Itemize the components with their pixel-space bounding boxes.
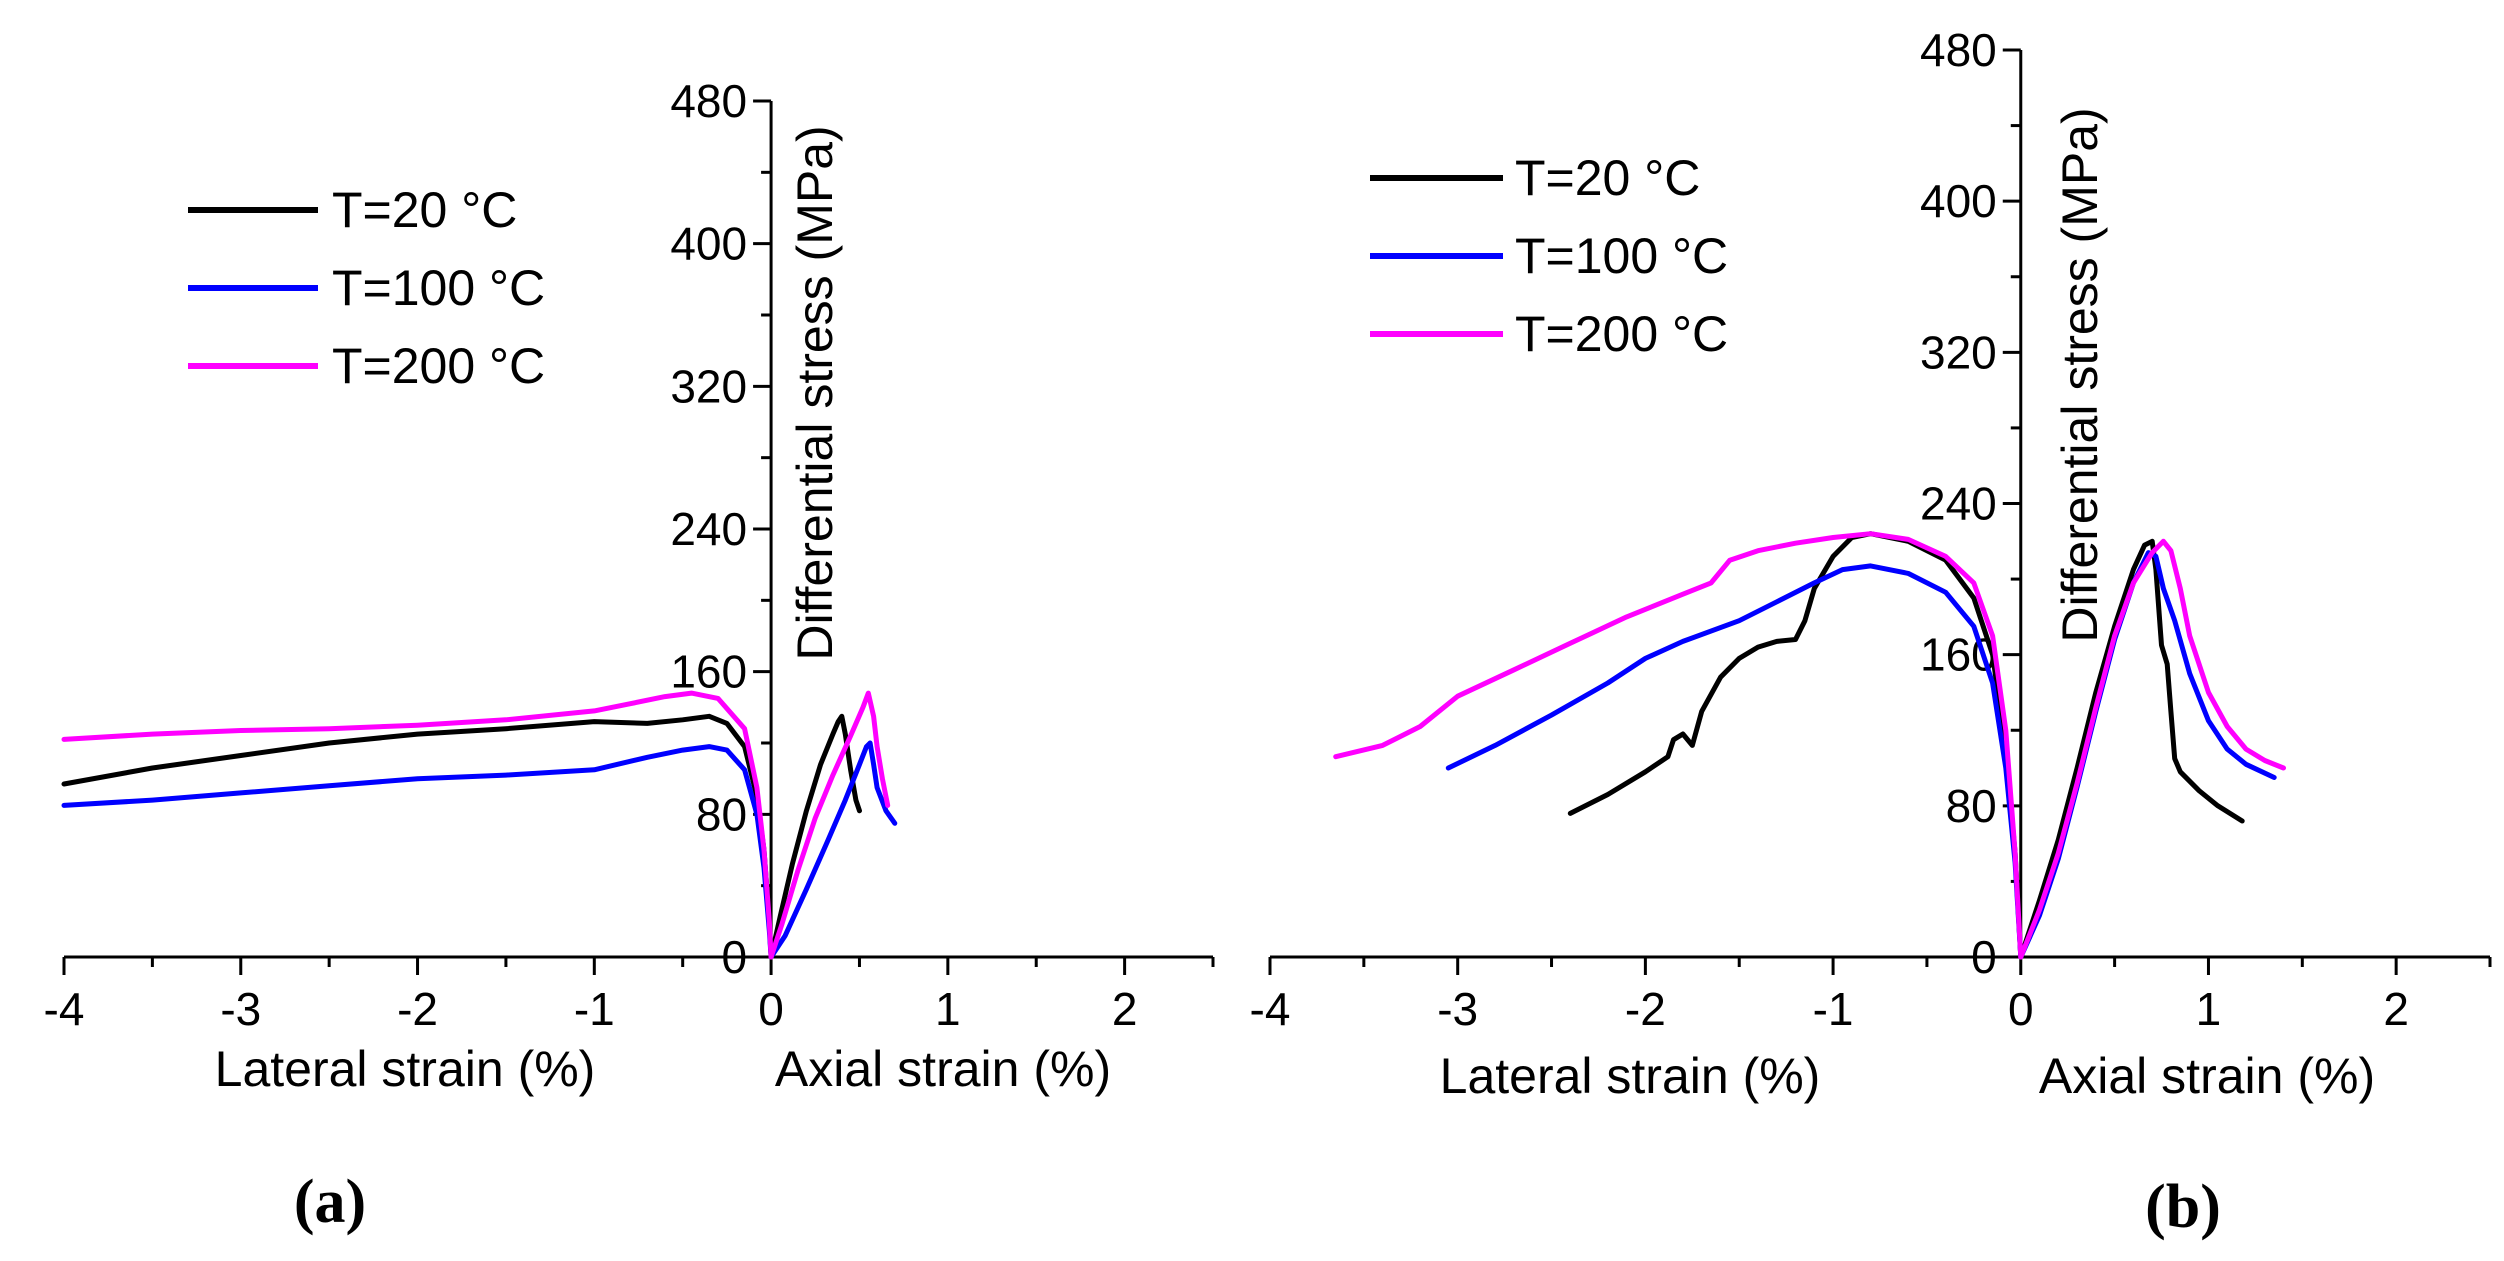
x-tick-label: -1 — [1813, 983, 1854, 1035]
series-line-lateral-3 — [61, 690, 774, 960]
x-axis-title-axial: Axial strain (%) — [2039, 1048, 2375, 1104]
x-tick-label: -3 — [1437, 983, 1478, 1035]
panel-label: (a) — [294, 1168, 366, 1236]
legend-label: T=100 °C — [1515, 228, 1728, 284]
x-tick-label: -3 — [220, 983, 261, 1035]
panel-label: (b) — [2145, 1173, 2221, 1241]
legend-label: T=20 °C — [332, 182, 517, 238]
series-line-lateral-2 — [61, 744, 774, 960]
x-tick-label: -2 — [397, 983, 438, 1035]
series-line-axial-3 — [768, 690, 891, 960]
x-axis-title-lateral: Lateral strain (%) — [215, 1041, 596, 1097]
y-tick-label: 160 — [670, 646, 747, 698]
y-tick-label: 480 — [670, 75, 747, 127]
y-tick-label: 240 — [670, 503, 747, 555]
legend-label: T=20 °C — [1515, 150, 1700, 206]
x-tick-label: 2 — [1112, 983, 1138, 1035]
x-tick-label: 1 — [935, 983, 961, 1035]
series-line-lateral-1 — [1567, 531, 2024, 960]
x-tick-label: 0 — [758, 983, 784, 1035]
y-axis-title: Differential stress (MPa) — [2052, 107, 2108, 642]
legend-label: T=200 °C — [332, 338, 545, 394]
x-tick-label: -4 — [1250, 983, 1291, 1035]
x-tick-label: -2 — [1625, 983, 1666, 1035]
legend-label: T=100 °C — [332, 260, 545, 316]
series-line-lateral-3 — [1333, 531, 2024, 960]
y-axis-title: Differential stress (MPa) — [787, 125, 843, 660]
series-line-lateral-2 — [1445, 563, 2024, 960]
y-tick-label: 400 — [670, 218, 747, 270]
y-tick-label: 0 — [1971, 931, 1997, 983]
y-tick-label: 320 — [1920, 326, 1997, 378]
y-tick-label: 80 — [1946, 780, 1997, 832]
legend-label: T=200 °C — [1515, 306, 1728, 362]
series-line-axial-2 — [768, 740, 898, 960]
y-tick-label: 80 — [696, 788, 747, 840]
x-tick-label: 1 — [2196, 983, 2222, 1035]
x-tick-label: 2 — [2383, 983, 2409, 1035]
y-tick-label: 400 — [1920, 175, 1997, 227]
y-tick-label: 320 — [670, 360, 747, 412]
x-axis-title-axial: Axial strain (%) — [775, 1041, 1111, 1097]
panel-a-chart: -4 -3 -2 -1 0 1 2 0 80 160 240 320 400 480 T=20 °C T=10… — [44, 75, 1215, 1236]
series-line-axial-3 — [2018, 538, 2286, 960]
x-tick-label: 0 — [2008, 983, 2034, 1035]
series-line-axial-1 — [768, 713, 862, 960]
x-tick-label: -4 — [44, 983, 85, 1035]
x-tick-label: -1 — [574, 983, 615, 1035]
y-tick-label: 0 — [721, 931, 747, 983]
y-tick-label: 240 — [1920, 478, 1997, 530]
y-tick-label: 480 — [1920, 24, 1997, 76]
x-axis-title-lateral: Lateral strain (%) — [1440, 1048, 1821, 1104]
